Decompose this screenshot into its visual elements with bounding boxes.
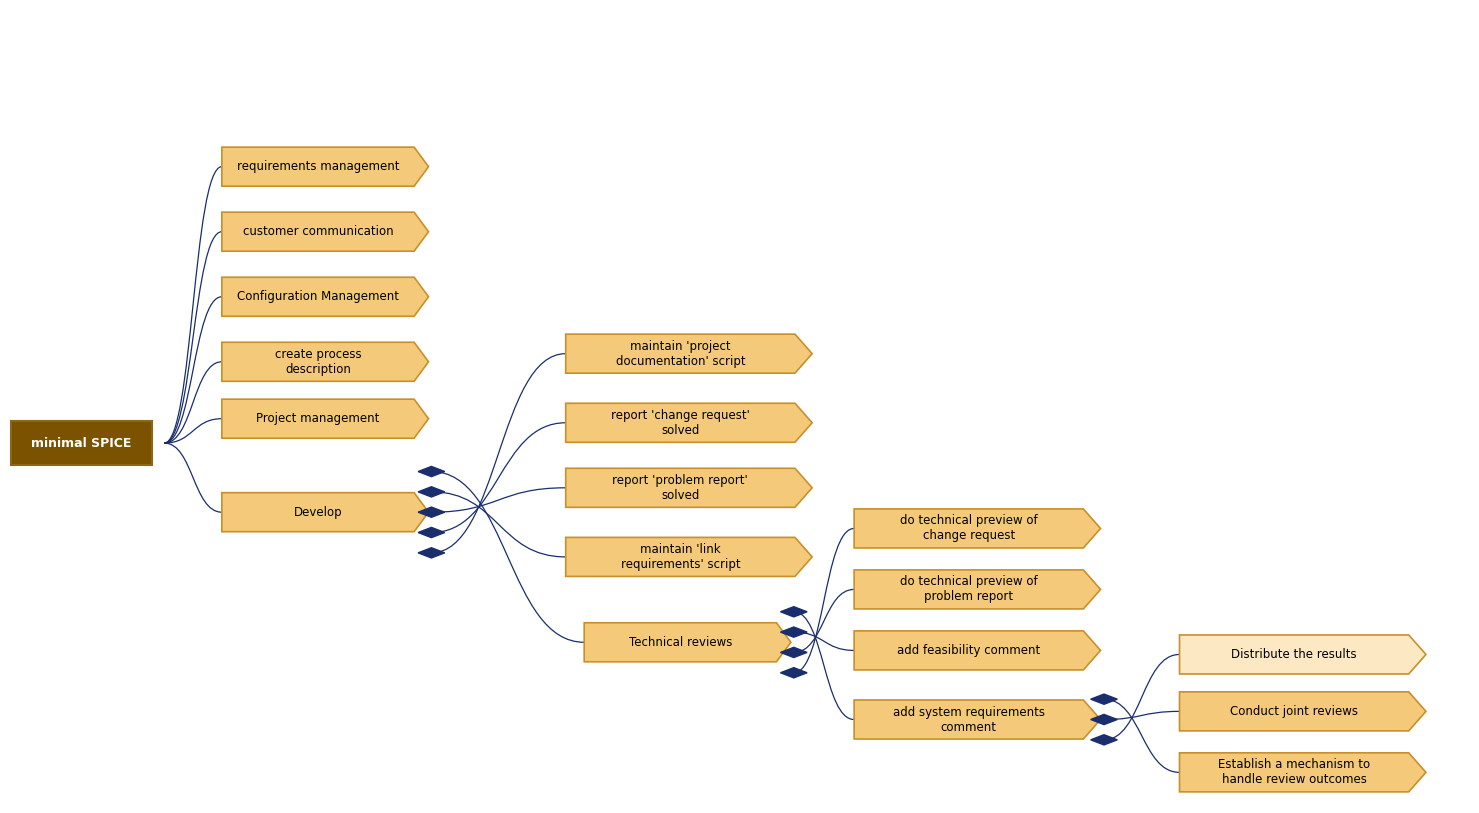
- Polygon shape: [853, 700, 1100, 739]
- Text: requirements management: requirements management: [237, 160, 399, 173]
- Polygon shape: [565, 403, 812, 442]
- Polygon shape: [1179, 753, 1426, 792]
- Polygon shape: [781, 606, 808, 617]
- Polygon shape: [222, 399, 429, 438]
- Polygon shape: [222, 342, 429, 381]
- Text: Develop: Develop: [294, 506, 342, 519]
- Text: do technical preview of
change request: do technical preview of change request: [899, 515, 1038, 542]
- Text: Project management: Project management: [256, 412, 380, 425]
- Text: maintain 'project
documentation' script: maintain 'project documentation' script: [615, 340, 745, 367]
- Polygon shape: [419, 507, 445, 517]
- Text: add feasibility comment: add feasibility comment: [898, 644, 1040, 657]
- Text: Configuration Management: Configuration Management: [237, 290, 399, 303]
- Polygon shape: [1090, 694, 1117, 704]
- Text: add system requirements
comment: add system requirements comment: [893, 706, 1044, 733]
- Polygon shape: [781, 647, 808, 658]
- Polygon shape: [853, 570, 1100, 609]
- Text: Technical reviews: Technical reviews: [629, 636, 732, 649]
- Polygon shape: [222, 493, 429, 532]
- Polygon shape: [419, 487, 445, 497]
- Polygon shape: [1179, 635, 1426, 674]
- Text: minimal SPICE: minimal SPICE: [31, 437, 132, 450]
- Polygon shape: [419, 548, 445, 558]
- Text: do technical preview of
problem report: do technical preview of problem report: [899, 576, 1038, 603]
- Polygon shape: [781, 667, 808, 678]
- Polygon shape: [1090, 735, 1117, 745]
- Polygon shape: [419, 528, 445, 537]
- Polygon shape: [419, 467, 445, 476]
- Polygon shape: [1090, 715, 1117, 724]
- Bar: [10, 421, 151, 465]
- Text: Distribute the results: Distribute the results: [1232, 648, 1356, 661]
- Polygon shape: [222, 277, 429, 316]
- Text: customer communication: customer communication: [243, 225, 393, 238]
- Polygon shape: [565, 334, 812, 373]
- Polygon shape: [781, 627, 808, 637]
- Polygon shape: [584, 623, 791, 662]
- Polygon shape: [1179, 692, 1426, 731]
- Text: Conduct joint reviews: Conduct joint reviews: [1231, 705, 1358, 718]
- Text: Establish a mechanism to
handle review outcomes: Establish a mechanism to handle review o…: [1219, 759, 1370, 786]
- Text: report 'change request'
solved: report 'change request' solved: [611, 409, 750, 437]
- Text: maintain 'link
requirements' script: maintain 'link requirements' script: [621, 543, 740, 571]
- Polygon shape: [222, 212, 429, 251]
- Text: create process
description: create process description: [275, 348, 361, 376]
- Polygon shape: [853, 631, 1100, 670]
- Text: report 'problem report'
solved: report 'problem report' solved: [612, 474, 748, 502]
- Polygon shape: [222, 147, 429, 186]
- Polygon shape: [853, 509, 1100, 548]
- Polygon shape: [565, 537, 812, 576]
- Polygon shape: [565, 468, 812, 507]
